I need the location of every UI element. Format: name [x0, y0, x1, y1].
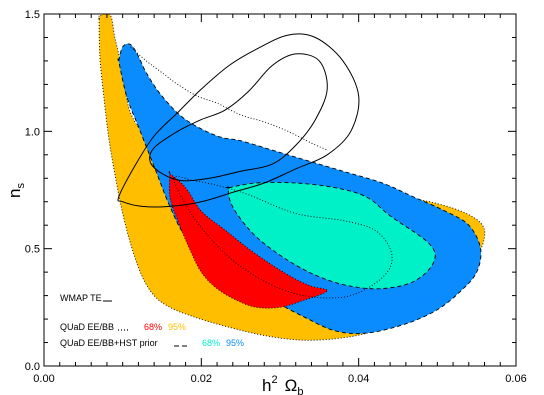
legend-hst-68: 68% — [202, 338, 220, 348]
x-axis-title-omega: Ω — [285, 376, 298, 395]
quad-68-region — [168, 170, 328, 309]
hst-68-region — [226, 181, 436, 290]
quad-68-dotted-contour — [173, 175, 393, 299]
legend-quad-68: 68% — [144, 322, 162, 332]
contour-lines — [117, 33, 393, 299]
x-axis-title: h2 Ωb — [262, 374, 303, 395]
x-axis-title-sub: b — [297, 386, 303, 395]
x-tick-label: 0.02 — [191, 373, 212, 385]
x-tick-label: 0.00 — [33, 373, 54, 385]
legend-quad-95: 95% — [168, 322, 186, 332]
legend-hst-95: 95% — [226, 338, 244, 348]
y-tick-label: 0.0 — [25, 361, 40, 373]
legend-label-wmap: WMAP TE — [60, 293, 102, 303]
x-axis-title-h: h — [262, 376, 271, 395]
legend-label-hst: QUaD EE/BB+HST prior — [60, 338, 158, 348]
x-tick-label: 0.06 — [505, 373, 526, 385]
x-tick-label: 0.04 — [348, 373, 369, 385]
y-tick-label: 0.5 — [25, 244, 40, 256]
axis-ticks: 0.00 0.02 0.04 0.06 0.0 0.5 1.0 1.5 — [25, 9, 527, 385]
y-axis-title: ns — [5, 183, 27, 198]
wmap-outer-contour — [117, 33, 360, 208]
y-axis-title-n: n — [5, 189, 24, 198]
legend-label-quad: QUaD EE/BB — [60, 322, 114, 332]
confidence-regions — [98, 14, 486, 341]
legend: WMAP TE QUaD EE/BB 68% 95% QUaD EE/BB+HS… — [60, 293, 244, 348]
y-tick-label: 1.0 — [25, 126, 40, 138]
y-tick-label: 1.5 — [25, 9, 40, 21]
wmap-inner-contour — [149, 53, 328, 182]
y-axis-title-sub: s — [15, 183, 27, 189]
x-axis-title-sup: 2 — [271, 374, 277, 386]
